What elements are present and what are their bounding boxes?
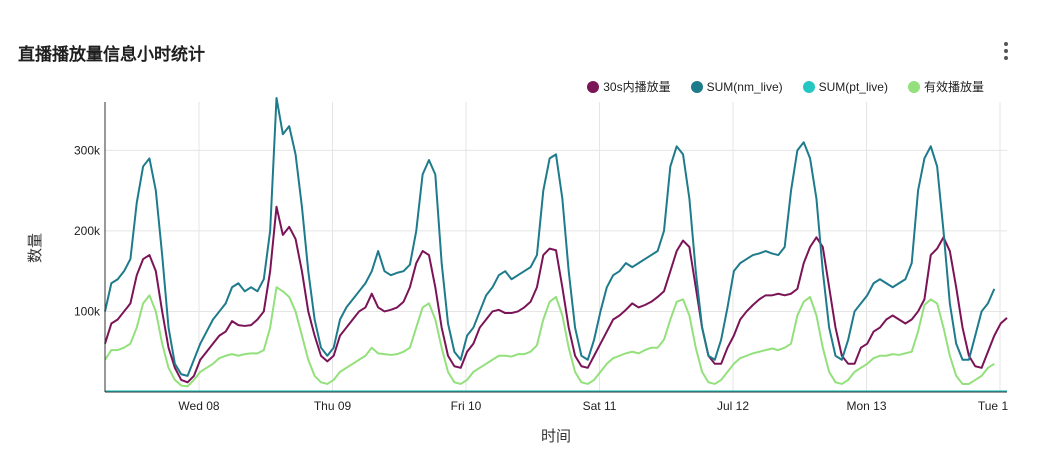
series-layer	[104, 96, 1008, 393]
legend-dot-effective	[907, 80, 920, 93]
legend-item-pt-live[interactable]: SUM(pt_live)	[802, 79, 888, 94]
y-axis-title: 数量	[27, 233, 44, 263]
legend-item-effective[interactable]: 有效播放量	[907, 78, 984, 95]
x-tick-label: Mon 13	[846, 399, 886, 413]
y-tick-label: 100k	[74, 304, 101, 318]
x-tick-label: Wed 08	[178, 399, 219, 413]
axis-layer: Wed 08 Thu 09 Fri 10 Sat 11 Jul 12 Mon 13 Tue …	[74, 102, 1008, 413]
chart-legend: 30s内播放量 SUM(nm_live) SUM(pt_live) 有效播放量	[587, 78, 984, 95]
legend-label-nm-live: SUM(nm_live)	[706, 79, 783, 94]
x-tick-label: Jul 12	[717, 399, 749, 413]
y-tick-label: 200k	[74, 224, 101, 238]
x-tick-label: Fri 10	[451, 399, 482, 413]
series-line-effective[interactable]	[104, 286, 995, 388]
legend-label-30s: 30s内播放量	[603, 80, 671, 94]
x-axis-title: 时间	[541, 428, 571, 445]
y-tick-label: 300k	[74, 143, 101, 157]
series-line-30s[interactable]	[104, 205, 1008, 384]
chart-title: 直播播放量信息小时统计	[18, 45, 205, 65]
legend-dot-30s	[587, 80, 600, 93]
legend-dot-nm-live	[690, 80, 703, 93]
series-line-nm-live[interactable]	[104, 96, 996, 377]
legend-dot-pt-live	[802, 80, 815, 93]
legend-item-nm-live[interactable]: SUM(nm_live)	[690, 79, 783, 94]
legend-item-30s[interactable]: 30s内播放量	[587, 78, 671, 95]
x-tick-label: Sat 11	[583, 399, 617, 413]
legend-label-effective: 有效播放量	[923, 80, 984, 94]
x-tick-label: Thu 09	[314, 399, 352, 413]
grid-layer	[105, 102, 1007, 392]
more-vertical-icon[interactable]	[996, 40, 1016, 64]
legend-label-pt-live: SUM(pt_live)	[818, 79, 888, 94]
x-tick-label: Tue 1	[978, 399, 1009, 413]
